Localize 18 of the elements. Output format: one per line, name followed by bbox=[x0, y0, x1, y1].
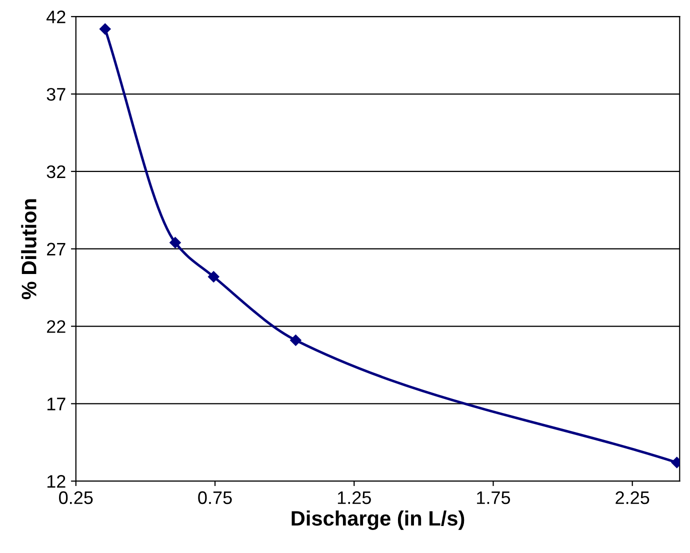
x-tick-label: 1.75 bbox=[477, 491, 510, 504]
x-tick-label: 0.25 bbox=[59, 491, 93, 504]
y-tick-label: 37 bbox=[46, 88, 66, 101]
y-tick-label: 17 bbox=[47, 398, 66, 410]
y-tick-label: 42 bbox=[46, 10, 66, 24]
y-tick-label: 27 bbox=[47, 242, 66, 256]
x-tick-label: 1.25 bbox=[338, 491, 371, 504]
x-axis-title: Discharge (in L/s) bbox=[292, 510, 464, 530]
y-tick-label: 12 bbox=[47, 475, 66, 488]
point bbox=[290, 334, 302, 346]
point bbox=[208, 271, 220, 282]
y-tick-label: 22 bbox=[47, 320, 66, 333]
point bbox=[170, 237, 181, 248]
y-axis-title: % Dilution bbox=[21, 199, 36, 300]
x-tick-label: 2.25 bbox=[616, 491, 650, 504]
x-tick-label: 0.75 bbox=[198, 491, 232, 504]
point bbox=[100, 23, 111, 35]
y-tick-label: 32 bbox=[46, 165, 66, 178]
